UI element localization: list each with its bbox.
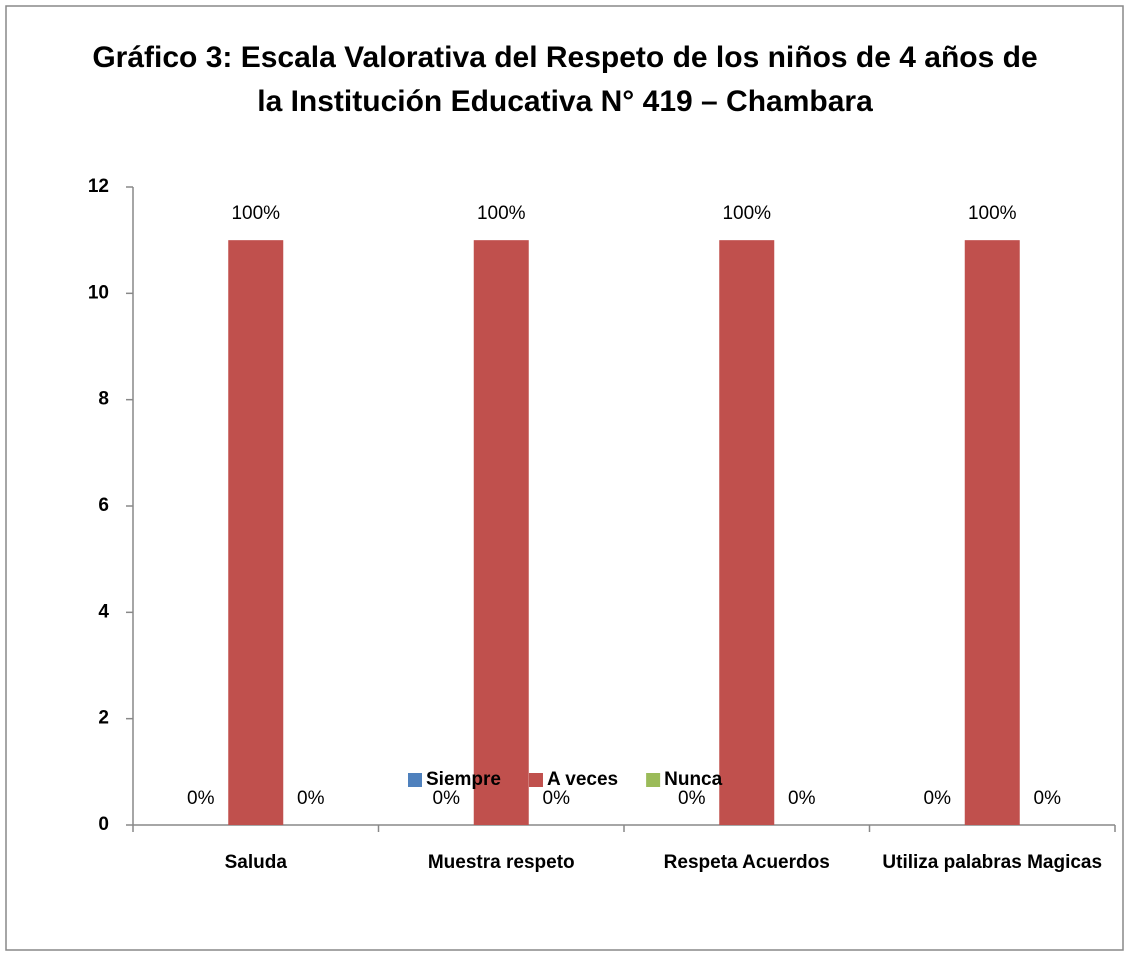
chart-title: Gráfico 3: Escala Valorativa del Respeto… (92, 41, 1038, 118)
value-label: 100% (477, 203, 526, 224)
x-tick-label: Respeta Acuerdos (663, 852, 830, 873)
x-tick-label: Saluda (224, 852, 287, 873)
legend-swatch (646, 773, 661, 787)
value-label: 100% (968, 203, 1017, 224)
value-label: 0% (297, 788, 325, 809)
bar (473, 240, 529, 825)
value-label: 0% (543, 788, 571, 809)
value-label: 100% (722, 203, 771, 224)
value-label: 0% (1034, 788, 1062, 809)
y-tick-label: 6 (98, 495, 109, 516)
x-tick-label: Utiliza palabras Magicas (882, 852, 1103, 873)
legend-swatch (528, 773, 543, 787)
y-tick-label: 10 (88, 282, 109, 303)
value-label: 0% (924, 788, 952, 809)
bar (964, 240, 1020, 825)
legend-label: Siempre (426, 769, 501, 790)
value-label: 0% (433, 788, 461, 809)
y-tick-label: 8 (98, 389, 109, 410)
bar (719, 240, 775, 825)
legend-swatch (408, 773, 422, 787)
value-label: 0% (187, 788, 215, 809)
value-label: 0% (788, 788, 816, 809)
value-label: 100% (231, 203, 280, 224)
bar (228, 240, 284, 825)
y-tick-label: 2 (98, 708, 109, 729)
y-tick-label: 0 (98, 814, 109, 835)
y-tick-label: 12 (88, 176, 109, 197)
chart-border (5, 5, 1124, 951)
legend-label: Nunca (664, 769, 723, 790)
value-label: 0% (678, 788, 706, 809)
legend-label: A veces (547, 769, 618, 790)
x-tick-label: Muestra respeto (427, 852, 575, 873)
y-tick-label: 4 (98, 601, 109, 622)
